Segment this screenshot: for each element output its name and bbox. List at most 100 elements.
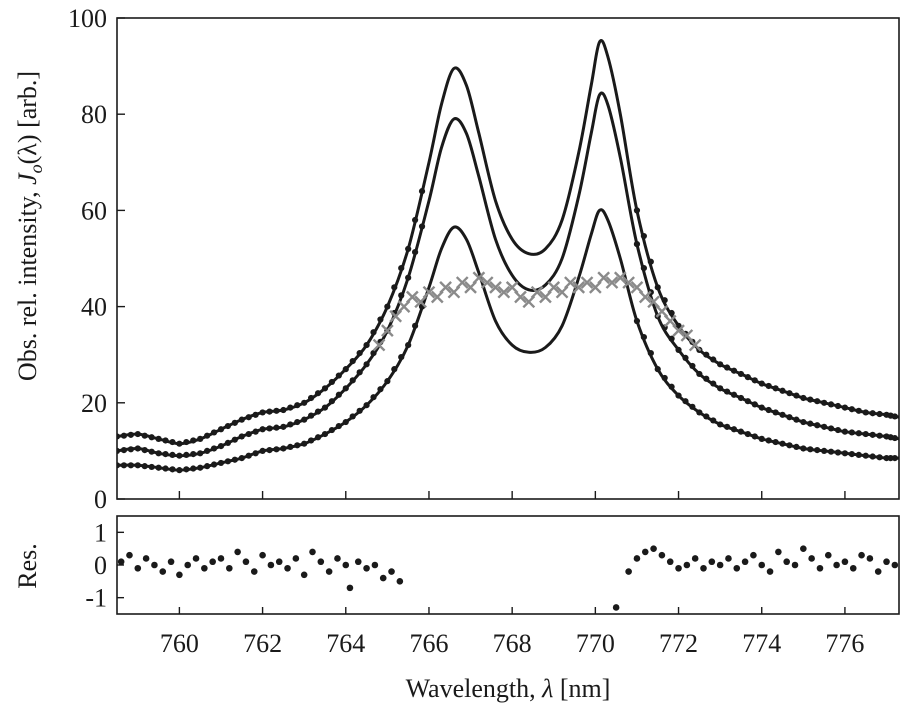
x-tick-label: 762 (243, 629, 282, 658)
residual-point (117, 558, 125, 566)
data-point (190, 465, 197, 472)
residual-point (733, 564, 741, 572)
data-point (737, 428, 745, 435)
data-point (744, 430, 751, 438)
data-point (821, 423, 828, 430)
data-point (314, 390, 322, 397)
data-point (204, 447, 211, 454)
residual-point (758, 561, 766, 569)
data-point (273, 446, 280, 453)
x-marker (422, 285, 436, 299)
data-point (398, 354, 405, 361)
data-point (765, 382, 772, 390)
data-point (342, 385, 349, 392)
data-point (301, 399, 308, 406)
data-point (127, 431, 134, 438)
x-marker (405, 290, 419, 304)
data-point (134, 430, 141, 438)
residual-point (342, 561, 350, 569)
data-point (210, 445, 218, 452)
data-point (668, 383, 675, 390)
data-point (633, 240, 641, 248)
data-point (342, 418, 349, 426)
data-point (280, 423, 287, 430)
data-point (245, 414, 252, 421)
data-point (730, 426, 738, 433)
data-point (155, 464, 162, 471)
data-point (717, 421, 724, 428)
data-point (737, 370, 745, 378)
data-point (891, 413, 898, 420)
residual-point (151, 561, 158, 569)
data-point (800, 445, 807, 452)
data-point (793, 392, 800, 399)
data-point (744, 398, 751, 405)
data-point (848, 451, 855, 458)
residual-point (184, 561, 192, 569)
data-point (855, 407, 862, 414)
residual-point (396, 578, 404, 585)
data-point (370, 349, 377, 357)
data-point (349, 413, 356, 420)
residual-point (783, 558, 790, 566)
data-point (259, 409, 266, 416)
residual-point (808, 555, 815, 562)
main-plot: 0 20 40 60 80 100 (68, 4, 900, 514)
data-point (876, 454, 883, 461)
data-point (370, 394, 377, 401)
data-point (148, 448, 155, 455)
residual-point (242, 558, 250, 566)
data-point (363, 402, 370, 409)
data-point (273, 407, 280, 414)
residual-point (650, 545, 657, 552)
data-point (751, 401, 758, 408)
data-point (259, 447, 266, 454)
data-point (280, 406, 287, 414)
data-point (204, 432, 211, 439)
data-point (703, 413, 710, 420)
data-point (266, 408, 273, 415)
residual-point (841, 558, 849, 566)
residual-point (658, 551, 666, 559)
data-point (814, 446, 821, 454)
data-point (356, 407, 363, 414)
x-marker (597, 271, 611, 285)
data-point (779, 411, 786, 418)
data-point (814, 422, 821, 429)
data-point (661, 297, 668, 304)
data-point (703, 351, 710, 358)
data-point (321, 404, 329, 411)
data-point (807, 420, 814, 427)
x-marker (564, 276, 577, 289)
residual-point (309, 548, 316, 556)
data-point (117, 462, 121, 469)
data-point (391, 284, 398, 291)
residual-point (317, 558, 325, 566)
data-point (723, 388, 731, 395)
data-point (335, 391, 342, 398)
data-point (717, 361, 724, 368)
data-point (405, 341, 412, 349)
residual-point (176, 571, 183, 579)
residual-point (209, 558, 216, 566)
data-point (245, 430, 252, 438)
data-point (807, 446, 814, 453)
residual-point (858, 551, 865, 559)
data-point (245, 452, 252, 459)
data-point (391, 366, 398, 373)
data-point (827, 401, 835, 408)
data-point (335, 422, 342, 430)
data-point (640, 333, 647, 341)
data-point (176, 452, 183, 459)
x-tick-label: 766 (409, 629, 448, 658)
data-point (807, 396, 814, 403)
data-point (848, 406, 855, 413)
data-point (377, 316, 384, 323)
data-point (834, 426, 842, 434)
residual-point (791, 561, 799, 569)
data-point (197, 435, 204, 442)
data-point (384, 303, 391, 310)
data-point (412, 216, 419, 224)
data-point (654, 284, 661, 291)
data-point (675, 346, 682, 353)
